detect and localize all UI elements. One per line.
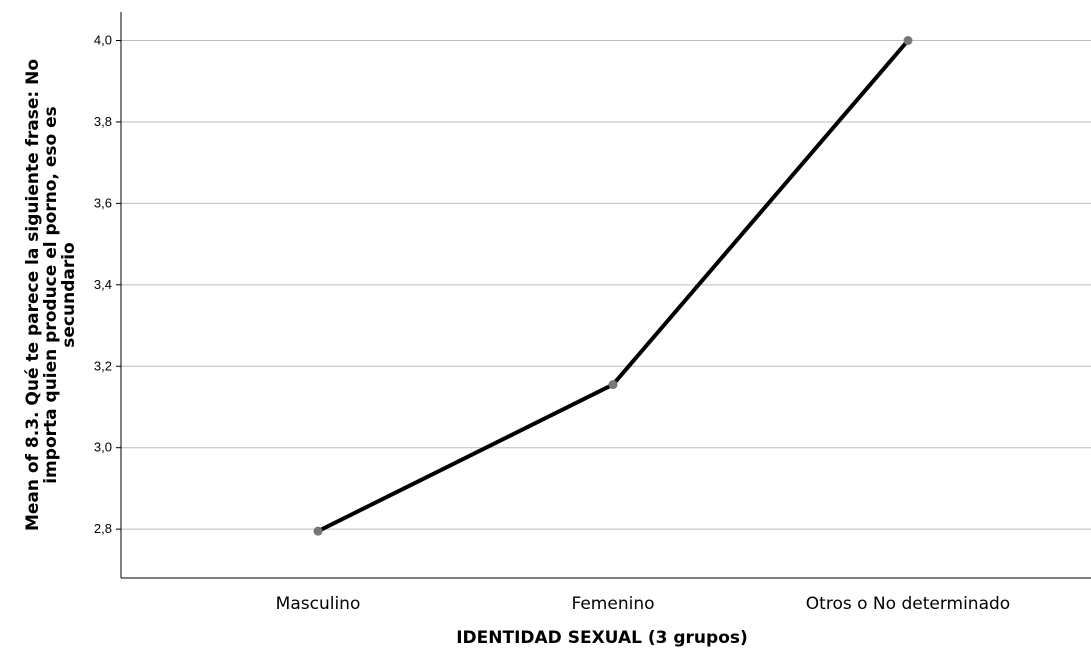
y-tick-label: 3,0 bbox=[94, 440, 112, 455]
x-tick-label: Otros o No determinado bbox=[806, 594, 1010, 614]
data-point bbox=[314, 527, 323, 536]
y-tick-labels: 2,8 3,0 3,2 3,4 3,6 3,8 4,0 bbox=[94, 33, 112, 537]
y-axis-label-line: secundario bbox=[59, 242, 79, 347]
y-tick-label: 2,8 bbox=[94, 521, 112, 536]
data-points bbox=[314, 36, 913, 536]
x-axis-label: IDENTIDAD SEXUAL (3 grupos) bbox=[456, 628, 748, 648]
x-tick-label: Femenino bbox=[572, 594, 655, 614]
y-axis-label-line: importa quien produce el porno, eso es bbox=[41, 106, 61, 484]
y-tick-label: 3,8 bbox=[94, 114, 112, 129]
y-axis-label: Mean of 8.3. Qué te parece la siguiente … bbox=[23, 59, 79, 531]
series-line-group bbox=[318, 41, 908, 532]
data-point bbox=[904, 36, 913, 45]
data-point bbox=[609, 380, 618, 389]
y-axis-label-line: Mean of 8.3. Qué te parece la siguiente … bbox=[23, 59, 43, 531]
axes bbox=[121, 12, 1091, 578]
y-tick-label: 4,0 bbox=[94, 33, 112, 48]
y-tick-label: 3,6 bbox=[94, 195, 112, 210]
series-line bbox=[318, 41, 908, 532]
x-tick-labels: Masculino Femenino Otros o No determinado bbox=[276, 594, 1011, 614]
y-tick-label: 3,2 bbox=[94, 358, 112, 373]
x-tick-label: Masculino bbox=[276, 594, 361, 614]
gridlines bbox=[116, 41, 1091, 530]
y-tick-label: 3,4 bbox=[94, 277, 112, 292]
